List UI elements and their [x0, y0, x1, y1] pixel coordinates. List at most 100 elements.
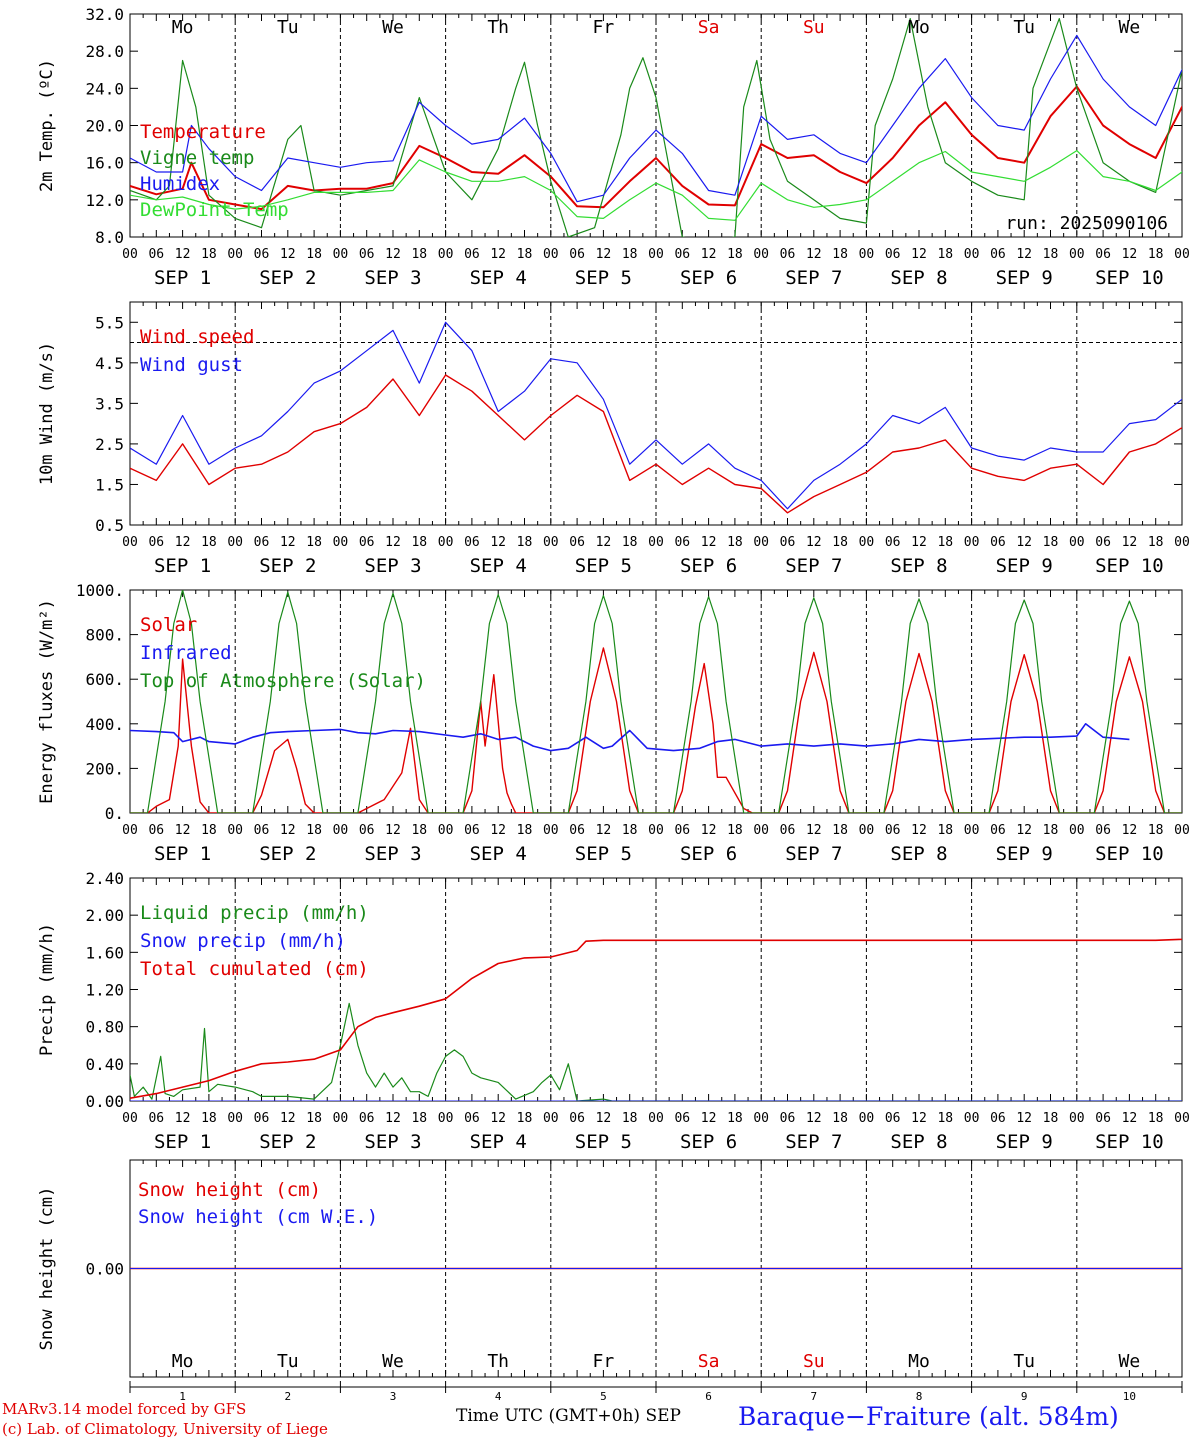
temp-hour-label: 18	[306, 247, 322, 262]
snow-day-name: Sa	[698, 1351, 720, 1372]
wind-hour-label: 18	[727, 535, 743, 550]
station-name: Baraque−Fraiture (alt. 584m)	[738, 1402, 1119, 1431]
snow-day-number: 9	[1021, 1390, 1028, 1403]
temp-panel: 8.0 12.0 16.0 20.0 24.0 28.0 32.0 2m Temp. (ºC)…	[37, 5, 1190, 289]
precip-hour-label: 18	[1043, 1111, 1059, 1126]
temp-date-label: SEP 8	[890, 267, 947, 289]
temp-hour-label: 00	[1069, 247, 1085, 262]
flux-hour-label: 12	[175, 823, 191, 838]
temp-legend-entry: Temperature	[140, 121, 266, 143]
wind-hour-label: 06	[780, 535, 796, 550]
precip-hour-label: 12	[596, 1111, 612, 1126]
precip-ytick-label: 2.40	[85, 869, 124, 888]
precip-series-line	[130, 1002, 1182, 1101]
precip-hour-label: 06	[148, 1111, 164, 1126]
wind-hour-label: 06	[674, 535, 690, 550]
precip-hour-label: 12	[175, 1111, 191, 1126]
precip-ytick-label: 0.40	[85, 1055, 124, 1074]
flux-hour-label: 12	[806, 823, 822, 838]
flux-hour-label: 00	[1174, 823, 1190, 838]
temp-hour-label: 12	[1016, 247, 1032, 262]
flux-hour-label: 00	[964, 823, 980, 838]
wind-hour-label: 18	[306, 535, 322, 550]
snow-day-name: Su	[803, 1351, 825, 1372]
precip-ytick-label: 2.00	[85, 906, 124, 925]
flux-hour-label: 06	[674, 823, 690, 838]
flux-ytick-label: 600.	[85, 670, 124, 689]
wind-date-label: SEP 6	[680, 555, 737, 577]
snow-day-name: Th	[487, 1351, 509, 1372]
temp-hour-label: 06	[990, 247, 1006, 262]
wind-hour-label: 12	[701, 535, 717, 550]
flux-hour-label: 06	[885, 823, 901, 838]
precip-hour-label: 12	[280, 1111, 296, 1126]
temp-day-name: We	[382, 17, 404, 38]
temp-day-name: Mo	[172, 17, 194, 38]
wind-hour-label: 18	[1148, 535, 1164, 550]
temp-hour-label: 00	[753, 247, 769, 262]
temp-hour-label: 18	[517, 247, 533, 262]
temp-ytick-label: 28.0	[85, 42, 124, 61]
temp-day-name: Mo	[908, 17, 930, 38]
wind-date-label: SEP 3	[364, 555, 421, 577]
wind-hour-label: 12	[596, 535, 612, 550]
wind-hour-label: 06	[1095, 535, 1111, 550]
precip-date-label: SEP 7	[785, 1131, 842, 1153]
wind-hour-label: 00	[122, 535, 138, 550]
precip-hour-label: 00	[122, 1111, 138, 1126]
snow-day-name: We	[1119, 1351, 1141, 1372]
temp-hour-label: 00	[859, 247, 875, 262]
temp-series-line	[130, 18, 1182, 237]
precip-hour-label: 06	[359, 1111, 375, 1126]
wind-date-label: SEP 8	[890, 555, 947, 577]
precip-date-label: SEP 1	[154, 1131, 211, 1153]
temp-series-line	[130, 34, 1182, 203]
precip-hour-label: 00	[964, 1111, 980, 1126]
snow-day-number: 3	[390, 1390, 397, 1403]
precip-hour-label: 18	[622, 1111, 638, 1126]
flux-hour-label: 12	[490, 823, 506, 838]
temp-hour-label: 18	[411, 247, 427, 262]
wind-hour-label: 12	[806, 535, 822, 550]
precip-hour-label: 18	[306, 1111, 322, 1126]
wind-hour-label: 06	[254, 535, 270, 550]
flux-date-label: SEP 10	[1095, 843, 1164, 865]
precip-date-label: SEP 9	[996, 1131, 1053, 1153]
wind-legend-entry: Wind speed	[140, 326, 254, 348]
temp-hour-label: 00	[1174, 247, 1190, 262]
flux-hour-label: 00	[648, 823, 664, 838]
snow-day-number: 8	[916, 1390, 923, 1403]
temp-date-label: SEP 4	[470, 267, 527, 289]
precip-ylabel: Precip (mm/h)	[37, 923, 57, 1056]
flux-hour-label: 06	[569, 823, 585, 838]
flux-hour-label: 00	[543, 823, 559, 838]
flux-hour-label: 06	[990, 823, 1006, 838]
precip-hour-label: 12	[490, 1111, 506, 1126]
wind-legend-entry: Wind gust	[140, 354, 243, 376]
precip-hour-label: 00	[753, 1111, 769, 1126]
flux-hour-label: 00	[1069, 823, 1085, 838]
snow-day-name: Fr	[593, 1351, 615, 1372]
precip-date-label: SEP 4	[470, 1131, 527, 1153]
flux-date-label: SEP 6	[680, 843, 737, 865]
lab-credit: (c) Lab. of Climatology, University of L…	[2, 1420, 328, 1438]
flux-hour-label: 12	[280, 823, 296, 838]
flux-hour-label: 18	[1043, 823, 1059, 838]
wind-hour-label: 06	[885, 535, 901, 550]
temp-hour-label: 00	[227, 247, 243, 262]
temp-date-label: SEP 3	[364, 267, 421, 289]
wind-date-label: SEP 10	[1095, 555, 1164, 577]
flux-series-line	[130, 590, 1182, 813]
wind-hour-label: 00	[438, 535, 454, 550]
time-axis-label: Time UTC (GMT+0h) SEP	[456, 1406, 681, 1426]
temp-ytick-label: 32.0	[85, 5, 124, 24]
precip-hour-label: 18	[937, 1111, 953, 1126]
temp-hour-label: 00	[648, 247, 664, 262]
wind-hour-label: 12	[385, 535, 401, 550]
temp-hour-label: 12	[1122, 247, 1138, 262]
flux-date-label: SEP 4	[470, 843, 527, 865]
wind-hour-label: 00	[333, 535, 349, 550]
flux-date-label: SEP 9	[996, 843, 1053, 865]
temp-date-label: SEP 7	[785, 267, 842, 289]
wind-hour-label: 00	[648, 535, 664, 550]
